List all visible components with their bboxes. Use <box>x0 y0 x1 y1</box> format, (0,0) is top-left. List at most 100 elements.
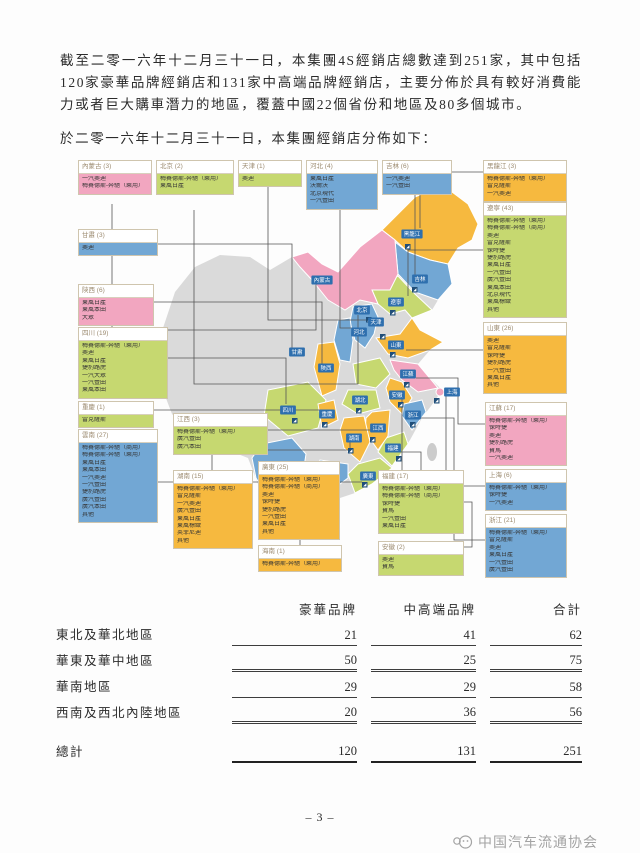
brand-line: 梅賽德斯-奔馳（乘用） <box>487 176 549 182</box>
brand-line: 保時捷 <box>487 247 506 254</box>
province-box-甘肅: 甘肅 (3) 奧迪 <box>78 229 158 257</box>
brand-line: 奧迪 <box>82 245 95 251</box>
distribution-intro-line: 於二零一六年十二月三十一日，本集團經銷店分佈如下： <box>60 131 438 146</box>
region-label: 東北及華北地區 <box>56 628 155 642</box>
brand-line: 梅賽德斯-奔馳（乘用） <box>82 343 144 349</box>
svg-text:福建: 福建 <box>387 444 399 452</box>
callout-connector-line <box>158 243 293 348</box>
province-box-brand-list: 奧迪 雷克薩斯 保時捷 捷豹路虎 一汽豐田 東風日產 其他 <box>484 336 566 393</box>
province-name-chip: 重慶 <box>319 409 335 419</box>
table-header-row: 豪華品牌 中高端品牌 合計 <box>56 598 582 620</box>
brand-line: 雷克薩斯 <box>487 240 512 247</box>
province-name-chip: 湖北 <box>352 395 368 405</box>
province-box-北京: 北京 (2) 梅賽德斯-奔馳（乘用） 東風日產 <box>156 160 234 195</box>
province-box-上海: 上海 (6) 梅賽德斯-奔馳（乘用） 保時捷 一汽奧迪 <box>485 469 567 512</box>
province-box-遼寧: 遼寧 (43) 梅賽德斯-奔馳（乘用） 梅賽德斯-奔馳（商用） 奧迪 雷克薩斯 保時捷 捷豹… <box>483 202 567 319</box>
dealer-flag-marker <box>404 382 410 388</box>
brand-line: 東風本田 <box>82 387 107 394</box>
province-box-header: 雲南 (27) <box>79 430 157 443</box>
brand-line: 奧迪 <box>489 544 502 551</box>
value-c2: 36 <box>371 705 476 724</box>
svg-text:廣東: 廣東 <box>362 472 374 480</box>
province-box-安徽: 安徽 (2) 奧迪 寶馬 <box>378 541 464 576</box>
svg-text:重慶: 重慶 <box>321 410 333 418</box>
dealer-flag-marker <box>362 482 368 488</box>
brand-line: 捷豹路虎 <box>489 440 514 447</box>
province-box-header: 海南 (1) <box>259 546 341 559</box>
brand-line: 一汽豐田 <box>489 559 514 566</box>
province-name-chip: 黑龍江 <box>401 229 423 239</box>
brand-line: 廣汽本田 <box>177 443 202 450</box>
brand-line: 東風日產 <box>310 176 335 182</box>
brand-line: 雷克薩斯 <box>487 345 512 352</box>
province-box-雲南: 雲南 (27) 梅賽德斯-奔馳（商用） 梅賽德斯-奔馳（乘用） 東風日產 東風本田 一汽奧… <box>78 429 158 524</box>
dealer-flag-marker <box>396 456 402 462</box>
province-box-江蘇: 江蘇 (17) 梅賽德斯-奔馳（乘用） 保時捷 奧迪 捷豹路虎 寶馬 一汽奧迪 <box>485 402 567 467</box>
svg-text:浙江: 浙江 <box>407 411 419 419</box>
province-box-湖南: 湖南 (15) 梅賽德斯-奔馳（乘用） 雷克薩斯 一汽奧迪 廣汽豐田 東風日產 東風標緻 英菲… <box>173 470 253 550</box>
brand-line: 一汽豐田 <box>262 514 287 521</box>
brand-line: 梅賽德斯-奔馳（乘用） <box>160 176 222 182</box>
brand-line: 奧迪 <box>262 491 275 498</box>
province-box-brand-list: 梅賽德斯-奔馳（乘用） 保時捷 一汽奧迪 <box>486 483 566 511</box>
svg-text:四川: 四川 <box>282 407 293 414</box>
brand-line: 一汽奧迪 <box>386 176 411 182</box>
svg-text:湖北: 湖北 <box>354 396 366 404</box>
brand-line: 北京現代 <box>487 292 512 299</box>
province-box-brand-list: 東風日產 東風本田 大眾 <box>79 298 153 326</box>
dealer-flag-marker <box>390 352 396 358</box>
page-number: – 3 – <box>305 810 335 824</box>
province-box-brand-list: 梅賽德斯-奔馳（乘用） 廣汽豐田 廣汽本田 <box>174 427 267 455</box>
dealer-flag-marker <box>434 398 440 404</box>
table-row-1: 華東及華中地區 50 25 75 <box>56 646 582 672</box>
brand-line: 梅賽德斯-奔馳（乘用） <box>489 530 551 536</box>
province-name-chip: 安徽 <box>389 390 405 400</box>
table-row-2: 華南地區 29 29 58 <box>56 672 582 698</box>
province-box-brand-list: 梅賽德斯-奔馳（乘用） 梅賽德斯-奔馳（商用） 奧迪 保時捷 捷豹路虎 一汽豐田 東風日產其… <box>259 475 339 540</box>
brand-line: 一汽豐田 <box>487 269 512 276</box>
callout-connector-line <box>401 398 473 548</box>
province-box-brand-list: 雷克薩斯 <box>79 415 153 428</box>
province-box-brand-list: 梅賽德斯-奔馳（乘用） <box>259 559 341 572</box>
brand-line: 保時捷 <box>489 492 508 499</box>
brand-line: 東風日產 <box>487 262 512 269</box>
province-name-chip: 上海 <box>444 387 460 397</box>
svg-text:陝西: 陝西 <box>320 364 332 372</box>
brand-line: 東風標緻 <box>177 523 202 530</box>
svg-text:江西: 江西 <box>372 425 384 432</box>
brand-line: 梅賽德斯-奔馳（乘用） <box>82 452 144 459</box>
brand-line: 奧迪 <box>489 432 502 439</box>
brand-line: 一汽豐田 <box>82 482 107 489</box>
brand-line: 一汽奧迪 <box>489 455 514 462</box>
province-box-header: 黑龍江 (3) <box>484 161 566 174</box>
province-box-header: 甘肅 (3) <box>79 230 157 243</box>
brand-line: 梅賽德斯-奔馳（乘用） <box>177 486 239 492</box>
dealer-flag-marker <box>292 418 298 424</box>
province-box-header: 吉林 (6) <box>383 161 451 174</box>
brand-line: 奧迪 <box>242 176 255 182</box>
brand-line: 英菲尼迪 <box>177 530 202 537</box>
brand-line: 其他 <box>177 537 190 544</box>
table-row-total: 總計 120 131 251 <box>56 737 582 763</box>
province-box-brand-list: 梅賽德斯-奔馳（乘用） 梅賽德斯-奔馳（商用） 保時捷 寶馬 一汽豐田 東風日產 <box>379 484 463 534</box>
region-label: 華東及華中地區 <box>56 654 155 668</box>
svg-text:甘肅: 甘肅 <box>291 348 303 356</box>
brand-line: 東風本田 <box>82 307 107 314</box>
province-name-chip: 河北 <box>351 327 367 337</box>
table-header-region <box>56 617 218 620</box>
province-box-吉林: 吉林 (6) 一汽奧迪 一汽豐田 <box>382 160 452 195</box>
province-box-brand-list: 一汽奧迪 一汽豐田 <box>383 174 451 194</box>
brand-line: 北京現代 <box>310 190 335 197</box>
brand-line: 一汽大眾 <box>82 372 107 379</box>
province-name-chip: 山東 <box>388 340 404 350</box>
brand-line: 廣汽本田 <box>82 504 107 511</box>
region-label: 西南及西北內陸地區 <box>56 706 183 720</box>
svg-text:遼寧: 遼寧 <box>390 298 402 306</box>
value-c2: 29 <box>371 680 476 698</box>
value-c2: 41 <box>371 628 476 646</box>
dealer-flag-marker <box>370 437 376 443</box>
province-box-brand-list: 梅賽德斯-奔馳（乘用） 東風日產 <box>157 174 233 194</box>
brand-line: 奧迪 <box>487 338 500 344</box>
province-box-header: 河北 (4) <box>307 161 377 174</box>
province-box-山東: 山東 (26) 奧迪 雷克薩斯 保時捷 捷豹路虎 一汽豐田 東風日產 其他 <box>483 322 567 394</box>
